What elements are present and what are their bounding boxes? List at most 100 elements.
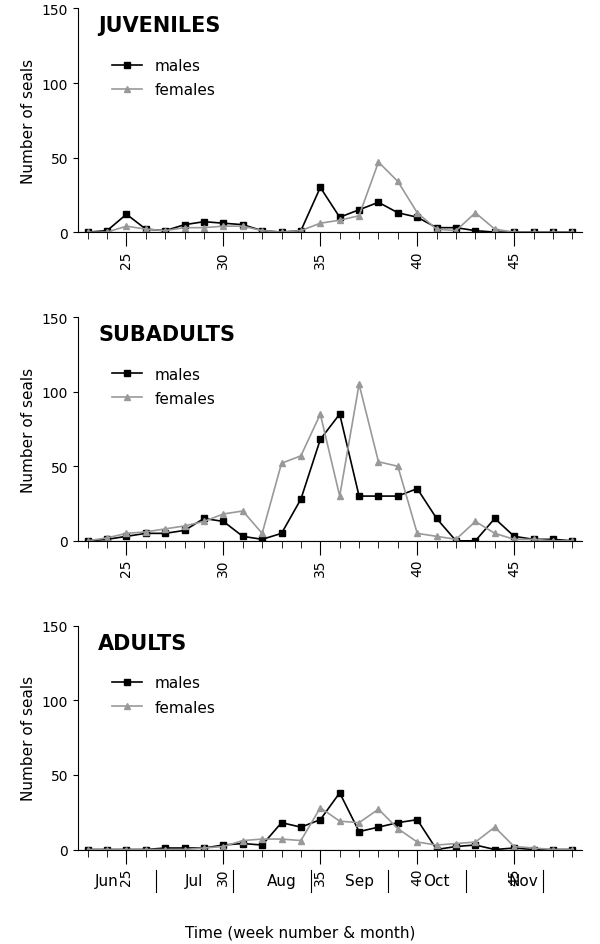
females (355, 211, 362, 222)
females (550, 844, 557, 855)
males (375, 491, 382, 502)
Text: Jun: Jun (95, 873, 119, 888)
males (336, 409, 343, 420)
females (530, 228, 537, 239)
males (84, 844, 91, 855)
males (569, 844, 576, 855)
males (355, 826, 362, 837)
males (491, 228, 499, 239)
females (123, 221, 130, 232)
males (200, 217, 208, 228)
males (491, 514, 499, 525)
Text: Jul: Jul (185, 873, 203, 888)
females (569, 228, 576, 239)
males (452, 841, 460, 852)
females (142, 225, 149, 236)
females (103, 228, 110, 239)
Text: Sep: Sep (344, 873, 374, 888)
females (413, 836, 421, 848)
males (220, 218, 227, 229)
Text: JUVENILES: JUVENILES (98, 16, 221, 36)
Legend: males, females: males, females (106, 362, 221, 413)
females (550, 535, 557, 547)
females (200, 223, 208, 234)
males (433, 223, 440, 234)
males (511, 531, 518, 543)
females (569, 844, 576, 855)
females (511, 534, 518, 546)
males (511, 228, 518, 239)
Line: females: females (84, 160, 576, 236)
males (569, 535, 576, 547)
females (84, 228, 91, 239)
males (161, 226, 169, 237)
Line: females: females (84, 804, 576, 853)
males (355, 491, 362, 502)
males (278, 528, 285, 539)
females (84, 535, 91, 547)
males (84, 228, 91, 239)
males (278, 228, 285, 239)
females (298, 835, 305, 847)
males (220, 516, 227, 528)
males (142, 528, 149, 539)
Text: Oct: Oct (424, 873, 450, 888)
females (278, 834, 285, 845)
females (142, 527, 149, 538)
females (375, 803, 382, 815)
females (491, 528, 499, 539)
females (355, 379, 362, 391)
females (317, 409, 324, 420)
females (298, 450, 305, 462)
females (433, 839, 440, 851)
males (317, 182, 324, 194)
females (452, 838, 460, 850)
males (413, 483, 421, 495)
males (413, 212, 421, 224)
males (394, 491, 401, 502)
females (239, 835, 247, 847)
females (161, 844, 169, 855)
males (161, 528, 169, 539)
males (530, 844, 537, 855)
males (317, 814, 324, 825)
Line: males: males (84, 412, 576, 545)
males (259, 839, 266, 851)
females (394, 461, 401, 472)
males (161, 842, 169, 853)
males (298, 226, 305, 237)
males (298, 821, 305, 833)
females (413, 528, 421, 539)
females (161, 524, 169, 535)
females (550, 228, 557, 239)
females (298, 226, 305, 237)
females (452, 534, 460, 546)
males (413, 814, 421, 825)
females (220, 509, 227, 520)
males (239, 838, 247, 850)
Line: females: females (84, 381, 576, 545)
females (511, 228, 518, 239)
females (472, 516, 479, 528)
females (220, 841, 227, 852)
males (103, 226, 110, 237)
females (433, 531, 440, 543)
males (472, 535, 479, 547)
females (259, 528, 266, 539)
males (394, 208, 401, 219)
males (472, 226, 479, 237)
males (84, 535, 91, 547)
Legend: males, females: males, females (106, 669, 221, 721)
males (394, 818, 401, 829)
females (84, 844, 91, 855)
females (452, 226, 460, 237)
Text: Time (week number & month): Time (week number & month) (185, 924, 415, 939)
females (161, 226, 169, 237)
males (103, 534, 110, 546)
males (239, 220, 247, 231)
Text: Nov: Nov (509, 873, 539, 888)
females (103, 532, 110, 544)
males (433, 514, 440, 525)
males (550, 228, 557, 239)
males (491, 844, 499, 855)
